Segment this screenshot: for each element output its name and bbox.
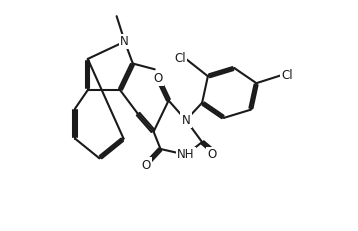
Text: Cl: Cl [174,52,186,65]
Text: O: O [208,148,217,161]
Text: Cl: Cl [282,69,294,82]
Text: O: O [154,72,163,85]
Text: NH: NH [177,148,195,161]
Text: N: N [182,114,190,127]
Text: O: O [141,159,150,172]
Text: N: N [120,35,129,48]
